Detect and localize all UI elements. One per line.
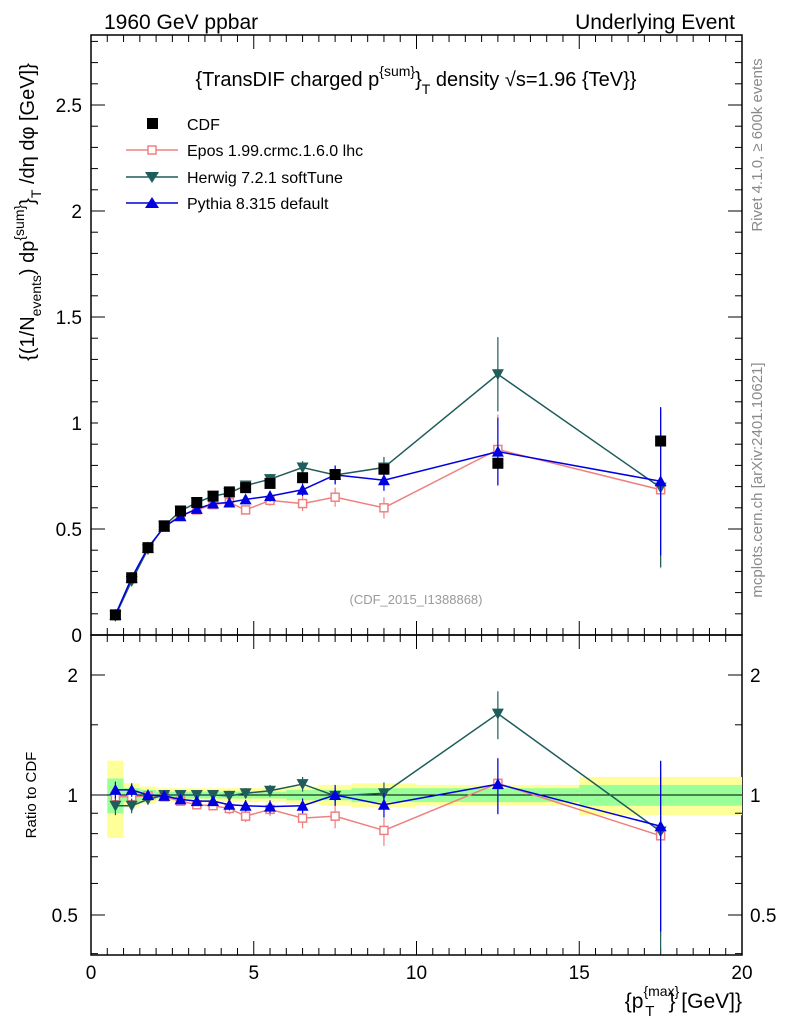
main-series (109, 337, 667, 622)
ratio-point-pythia (239, 799, 252, 811)
data-point-pythia (654, 475, 667, 487)
ratio-point-pythia (207, 795, 220, 807)
rivet-label: Rivet 4.1.0, ≥ 600k events (749, 58, 766, 231)
ratio-point-pythia (109, 783, 122, 795)
data-point-pythia (296, 483, 309, 495)
data-point-cdf (126, 572, 138, 584)
series-line-herwig (114, 373, 662, 617)
ratio-point-herwig (109, 800, 122, 812)
series-line-pythia (114, 450, 661, 616)
x-tick-label: 15 (569, 963, 590, 984)
ratio-point-pythia (125, 783, 138, 795)
legend-marker-epos (147, 145, 157, 155)
ratio-point-pythia (190, 795, 203, 807)
legend-label-pythia: Pythia 8.315 default (187, 196, 329, 213)
legend-label-epos: Epos 1.99.crmc.1.6.0 lhc (187, 143, 363, 160)
data-point-pythia (190, 502, 203, 514)
ratio-point-pythia (296, 799, 309, 811)
data-point-herwig (491, 369, 504, 381)
y-axis-label-main: {(1/Nevents) dp{sum}}T /dη dφ [GeV]} (11, 63, 44, 361)
ratio-point-pythia (223, 798, 236, 810)
ratio-point-herwig (125, 800, 138, 812)
y-axis-label-ratio: Ratio to CDF (23, 752, 40, 839)
ratio-point-epos (240, 811, 251, 821)
legend-label-cdf: CDF (187, 117, 220, 134)
mcplots-label: mcplots.cern.ch [arXiv:2401.10621] (749, 362, 766, 597)
ratio-point-pythia (158, 789, 171, 801)
data-point-cdf (378, 463, 390, 475)
legend-marker-herwig (145, 172, 159, 183)
data-point-cdf (109, 609, 121, 621)
ratio-point-herwig (223, 790, 236, 802)
analysis-watermark: (CDF_2015_I1388868) (350, 592, 483, 607)
ratio-point-pythia (491, 778, 504, 790)
data-point-pythia (377, 474, 390, 486)
data-point-cdf (297, 472, 309, 484)
y-tick-label-main: 0.5 (56, 520, 82, 541)
ratio-point-herwig (296, 779, 309, 791)
y-tick-label-main: 1 (71, 414, 82, 435)
data-point-cdf (492, 457, 504, 469)
y-tick-label-ratio: 0.5 (52, 906, 78, 927)
header-right: Underlying Event (575, 11, 735, 34)
ratio-point-herwig (491, 708, 504, 720)
ratio-series (109, 691, 667, 954)
ratio-point-pythia (264, 800, 277, 812)
data-point-cdf (240, 482, 252, 494)
ratio-bands (107, 760, 742, 839)
x-tick-label: 5 (248, 963, 259, 984)
legend-marker-cdf (147, 118, 158, 129)
y-tick-label-main: 0 (71, 626, 82, 647)
x-tick-label: 10 (406, 963, 427, 984)
header-left: 1960 GeV ppbar (104, 11, 258, 34)
legend-label-herwig: Herwig 7.2.1 softTune (187, 170, 343, 187)
data-point-cdf (329, 469, 341, 481)
ratio-point-pythia (174, 793, 187, 805)
ratio-point-pythia (329, 789, 342, 800)
y-tick-label-ratio: 2 (67, 666, 78, 687)
data-point-pythia (239, 493, 252, 505)
legend: CDF Epos 1.99.crmc.1.6.0 lhc Herwig 7.2.… (126, 117, 363, 213)
data-point-pythia (207, 497, 220, 509)
data-point-cdf (264, 477, 276, 489)
y-tick-label-main: 2 (71, 202, 82, 223)
data-point-epos (240, 505, 251, 515)
data-point-herwig (296, 462, 309, 474)
ratio-point-herwig (239, 788, 252, 800)
data-point-cdf (142, 542, 154, 554)
data-point-cdf (175, 505, 187, 517)
y-tick-label-main: 2.5 (56, 96, 82, 117)
data-point-pythia (491, 445, 504, 457)
ratio-point-epos (379, 825, 389, 836)
axis-ticks: 0 5 10 15 20 0 0.5 1 1.5 2 2.5 0.5 0.5 1 1 2 2 (52, 35, 776, 984)
ratio-point-pythia (141, 789, 154, 800)
y-tick-label-ratio-right: 1 (750, 786, 761, 807)
data-point-epos (330, 492, 340, 502)
data-point-cdf (158, 520, 170, 532)
ratio-line-herwig (115, 712, 662, 833)
plot-title: {TransDIF charged p{sum}}T density √s=1.… (196, 63, 637, 97)
ratio-point-epos (330, 811, 340, 821)
data-point-cdf (655, 435, 667, 447)
data-point-cdf (223, 486, 235, 498)
ratio-point-epos (297, 813, 308, 823)
y-tick-label-ratio-right: 2 (750, 666, 761, 687)
y-tick-label-main: 1.5 (56, 308, 82, 329)
legend-marker-pythia (145, 197, 159, 208)
data-point-pythia (264, 490, 277, 502)
x-tick-label: 20 (731, 963, 752, 984)
y-tick-label-ratio-right: 0.5 (750, 906, 776, 927)
data-point-cdf (191, 497, 203, 508)
y-tick-label-ratio: 1 (67, 786, 78, 807)
ratio-point-herwig (264, 785, 277, 797)
x-axis-label: {p{max} T} [GeV]} (625, 983, 742, 1020)
data-point-pythia (223, 496, 236, 508)
ratio-point-pythia (654, 820, 667, 832)
x-tick-label: 0 (86, 963, 97, 984)
ratio-point-pythia (377, 798, 390, 810)
data-point-epos (379, 503, 389, 513)
data-point-epos (297, 498, 308, 509)
data-point-cdf (207, 490, 219, 502)
